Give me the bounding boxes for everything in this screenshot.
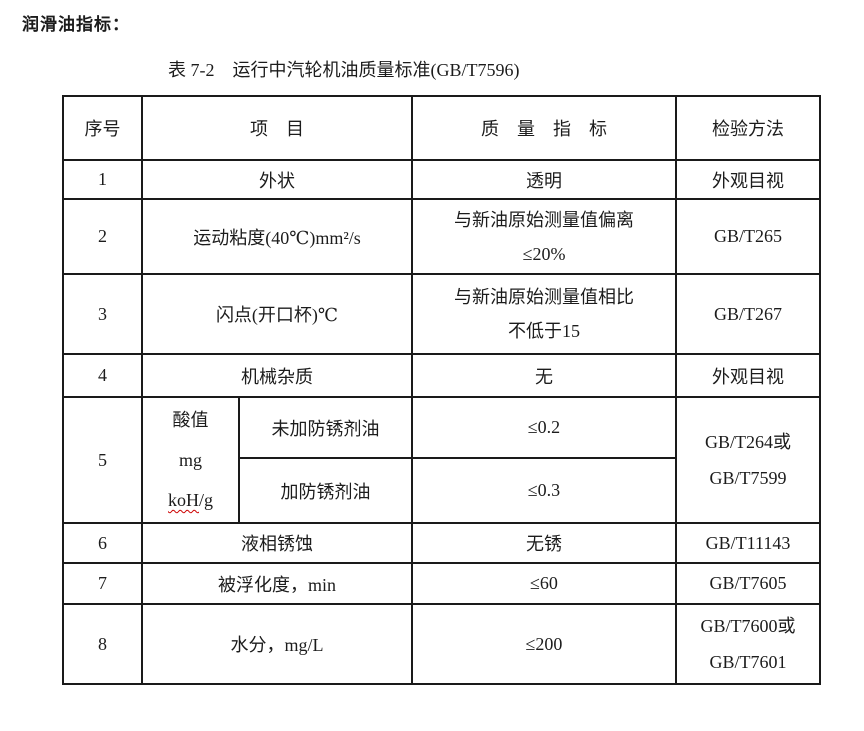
cell-method: GB/T264或 GB/T7599 xyxy=(675,396,821,524)
indicator-line: 与新油原始测量值相比 xyxy=(454,287,634,307)
table-row: 6 液相锈蚀 无锈 GB/T11143 xyxy=(62,522,821,564)
table-row: 3 闪点(开口杯)℃ 与新油原始测量值相比 不低于15 GB/T267 xyxy=(62,273,821,355)
cell-item: 被浮化度，min xyxy=(141,562,413,605)
table-row: 7 被浮化度，min ≤60 GB/T7605 xyxy=(62,562,821,605)
cell-no: 2 xyxy=(62,198,143,275)
method-line: GB/T7599 xyxy=(709,468,787,488)
cell-no: 4 xyxy=(62,353,143,398)
oil-quality-standard-table: 序号 项 目 质 量 指 标 检验方法 1 外状 透明 外观目视 2 运动粘度(… xyxy=(62,95,821,685)
indicator-line: 与新油原始测量值偏离 xyxy=(454,209,634,230)
cell-method: 外观目视 xyxy=(675,353,821,398)
cell-method: GB/T7605 xyxy=(675,562,821,605)
header-row: 序号 项 目 质 量 指 标 检验方法 xyxy=(62,95,821,161)
cell-item: 液相锈蚀 xyxy=(141,522,413,564)
col-header-no: 序号 xyxy=(62,95,143,161)
table-row: 加防锈剂油 ≤0.3 xyxy=(63,457,820,524)
method-line: GB/T264或 xyxy=(704,432,791,452)
cell-method: GB/T7600或 GB/T7601 xyxy=(675,603,821,685)
cell-method: 外观目视 xyxy=(675,159,821,200)
col-header-method: 检验方法 xyxy=(675,95,821,161)
indicator-line: 不低于15 xyxy=(508,321,580,341)
acid-unit-suffix: /g xyxy=(198,490,213,510)
acid-unit-line: mg xyxy=(178,450,202,470)
cell-indicator: 透明 xyxy=(411,159,677,200)
cell-no: 7 xyxy=(62,562,143,605)
method-line: GB/T7601 xyxy=(709,652,787,672)
section-heading: 润滑油指标： xyxy=(22,15,130,34)
table-row: 4 机械杂质 无 外观目视 xyxy=(62,353,821,398)
acid-label-line: 酸值 xyxy=(172,410,209,430)
table-caption: 表 7-2 运行中汽轮机油质量标准(GB/T7596) xyxy=(168,60,520,80)
cell-item: 运动粘度(40℃)mm²/s xyxy=(141,198,413,275)
cell-indicator: 与新油原始测量值偏离 ≤20% xyxy=(411,198,677,275)
table-row: 5 酸值 mg koH/g 未加防锈剂油 ≤0.2 GB/T264或 GB/T7… xyxy=(62,396,821,524)
cell-indicator: ≤60 xyxy=(411,562,677,605)
col-header-indicator: 质 量 指 标 xyxy=(411,95,677,161)
cell-no: 8 xyxy=(62,603,143,685)
cell-method: GB/T265 xyxy=(675,198,821,275)
method-line: GB/T7600或 xyxy=(700,616,796,636)
cell-indicator: ≤0.2 xyxy=(411,396,677,459)
cell-no: 1 xyxy=(62,159,143,200)
indicator-line: ≤20% xyxy=(522,243,566,264)
cell-item: 水分，mg/L xyxy=(141,603,413,685)
spellcheck-underlined-text: koH xyxy=(167,490,199,510)
cell-indicator: 与新油原始测量值相比 不低于15 xyxy=(411,273,677,355)
table-row: 8 水分，mg/L ≤200 GB/T7600或 GB/T7601 xyxy=(62,603,821,685)
table-row: 2 运动粘度(40℃)mm²/s 与新油原始测量值偏离 ≤20% GB/T265 xyxy=(62,198,821,275)
cell-item: 机械杂质 xyxy=(141,353,413,398)
cell-no: 6 xyxy=(62,522,143,564)
cell-item-acid-value: 酸值 mg koH/g xyxy=(141,396,240,524)
cell-item: 闪点(开口杯)℃ xyxy=(141,273,413,355)
cell-method: GB/T267 xyxy=(675,273,821,355)
table-row: 1 外状 透明 外观目视 xyxy=(62,159,821,200)
cell-no: 5 xyxy=(62,396,143,524)
col-header-item: 项 目 xyxy=(141,95,413,161)
cell-no: 3 xyxy=(62,273,143,355)
cell-item: 外状 xyxy=(141,159,413,200)
cell-sub-item: 未加防锈剂油 xyxy=(238,396,413,459)
cell-indicator: ≤200 xyxy=(411,603,677,685)
cell-sub-item: 加防锈剂油 xyxy=(238,457,413,524)
cell-indicator: 无 xyxy=(411,353,677,398)
cell-method: GB/T11143 xyxy=(675,522,821,564)
acid-unit-line2: koH/g xyxy=(144,480,237,520)
cell-indicator: ≤0.3 xyxy=(411,457,677,524)
cell-indicator: 无锈 xyxy=(411,522,677,564)
